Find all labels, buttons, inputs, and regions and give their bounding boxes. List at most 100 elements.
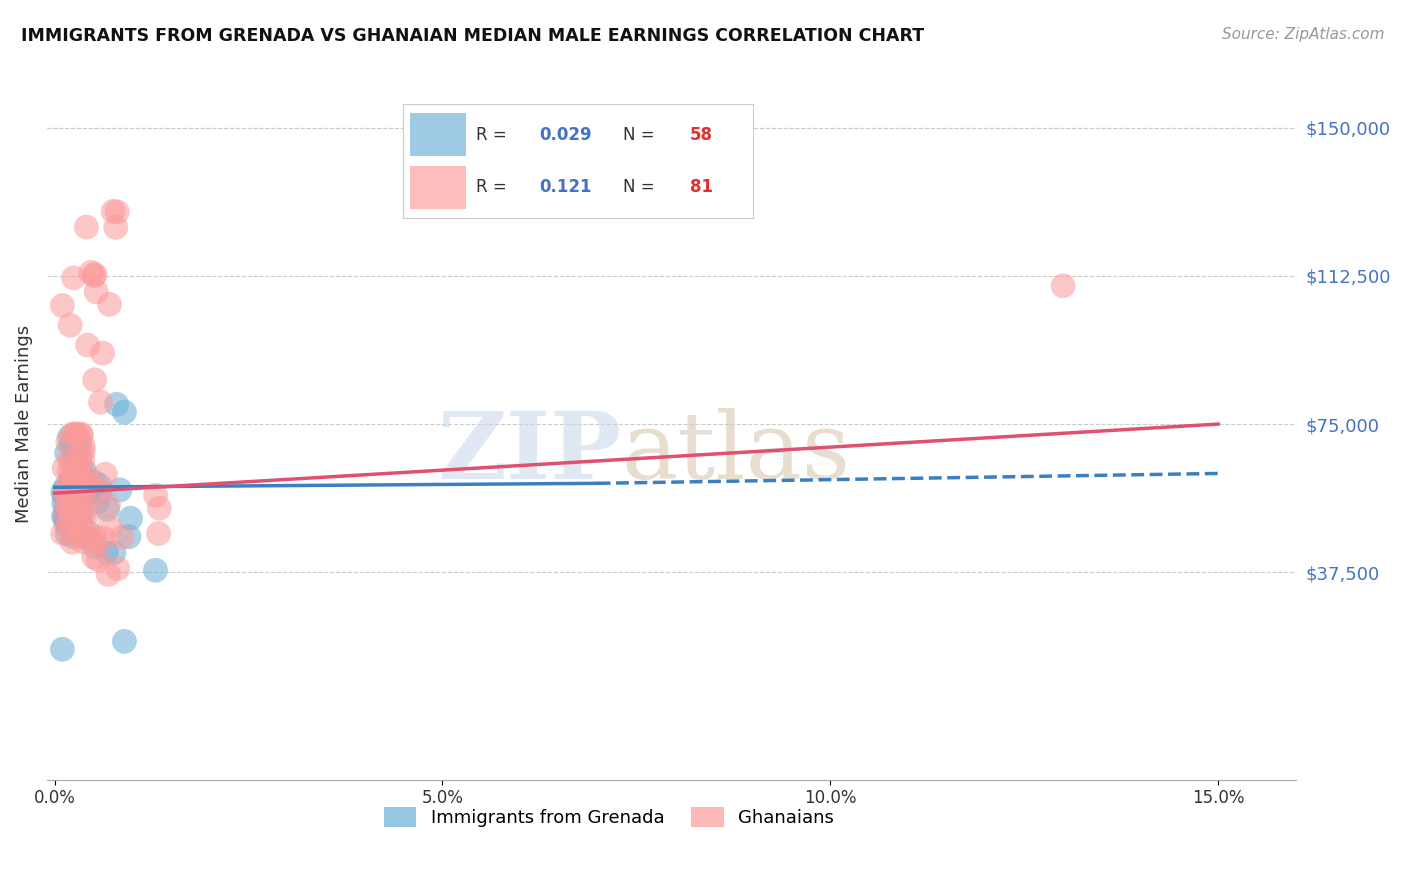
Point [55, 480, 77, 494]
Point [55, 509, 77, 524]
Point [108, 483, 131, 497]
Text: ZIP: ZIP [437, 408, 621, 498]
Point [118, 530, 141, 544]
Point [55, 512, 77, 526]
Point [63, 471, 86, 485]
Point [83, 475, 105, 489]
Point [51, 526, 73, 541]
Point [55, 499, 77, 513]
Point [93, 531, 115, 545]
Point [80, 265, 103, 279]
Point [72, 482, 94, 496]
Point [60, 502, 83, 516]
Point [66, 471, 89, 485]
Point [52, 509, 75, 524]
Point [65, 492, 87, 507]
Point [1052, 278, 1074, 293]
Point [83, 529, 105, 543]
Point [51, 642, 73, 657]
Point [86, 495, 108, 509]
Point [53, 509, 76, 524]
Point [98, 297, 121, 311]
Point [101, 204, 124, 219]
Point [58, 430, 80, 444]
Point [69, 508, 91, 522]
Point [104, 220, 127, 235]
Point [73, 476, 96, 491]
Legend: Immigrants from Grenada, Ghanaians: Immigrants from Grenada, Ghanaians [377, 800, 841, 835]
Point [53, 485, 76, 500]
Point [70, 428, 93, 442]
Point [148, 501, 170, 516]
Point [105, 204, 128, 219]
Point [55, 517, 77, 532]
Point [83, 373, 105, 387]
Point [145, 563, 167, 577]
Point [79, 475, 101, 490]
Point [94, 467, 117, 482]
Point [98, 520, 121, 534]
Point [105, 397, 128, 411]
Point [89, 483, 111, 498]
Point [59, 452, 82, 467]
Point [62, 270, 84, 285]
Point [56, 521, 79, 535]
Point [72, 444, 94, 458]
Point [148, 526, 170, 541]
Point [145, 488, 167, 502]
Point [114, 405, 136, 419]
Point [60, 459, 83, 474]
Point [69, 450, 91, 465]
Point [58, 516, 80, 530]
Point [59, 515, 82, 529]
Point [70, 427, 93, 442]
Point [60, 535, 83, 549]
Point [60, 427, 83, 442]
Point [120, 511, 142, 525]
Point [58, 478, 80, 492]
Point [70, 481, 93, 495]
Point [69, 493, 91, 508]
Point [70, 481, 93, 495]
Point [75, 220, 97, 235]
Text: Source: ZipAtlas.com: Source: ZipAtlas.com [1222, 27, 1385, 42]
Point [72, 534, 94, 549]
Point [67, 443, 90, 458]
Point [52, 496, 75, 510]
Point [91, 346, 114, 360]
Point [72, 439, 94, 453]
Point [63, 427, 86, 442]
Point [67, 527, 90, 541]
Point [56, 500, 79, 514]
Point [60, 491, 83, 505]
Y-axis label: Median Male Earnings: Median Male Earnings [15, 325, 32, 523]
Point [56, 435, 79, 450]
Point [83, 267, 105, 281]
Point [83, 540, 105, 554]
Point [65, 476, 87, 491]
Point [59, 318, 82, 333]
Point [69, 458, 91, 473]
Point [63, 449, 86, 463]
Point [51, 299, 73, 313]
Point [70, 483, 93, 498]
Point [52, 484, 75, 499]
Point [72, 453, 94, 467]
Point [73, 467, 96, 482]
Point [59, 475, 82, 489]
Point [76, 338, 98, 352]
Point [62, 500, 84, 514]
Point [111, 530, 134, 544]
Point [62, 530, 84, 544]
Point [58, 511, 80, 525]
Point [84, 285, 107, 299]
Point [73, 491, 96, 506]
Point [83, 549, 105, 564]
Text: IMMIGRANTS FROM GRENADA VS GHANAIAN MEDIAN MALE EARNINGS CORRELATION CHART: IMMIGRANTS FROM GRENADA VS GHANAIAN MEDI… [21, 27, 924, 45]
Point [59, 473, 82, 487]
Point [70, 483, 93, 497]
Point [89, 478, 111, 492]
Point [107, 562, 129, 576]
Point [58, 463, 80, 477]
Point [53, 461, 76, 475]
